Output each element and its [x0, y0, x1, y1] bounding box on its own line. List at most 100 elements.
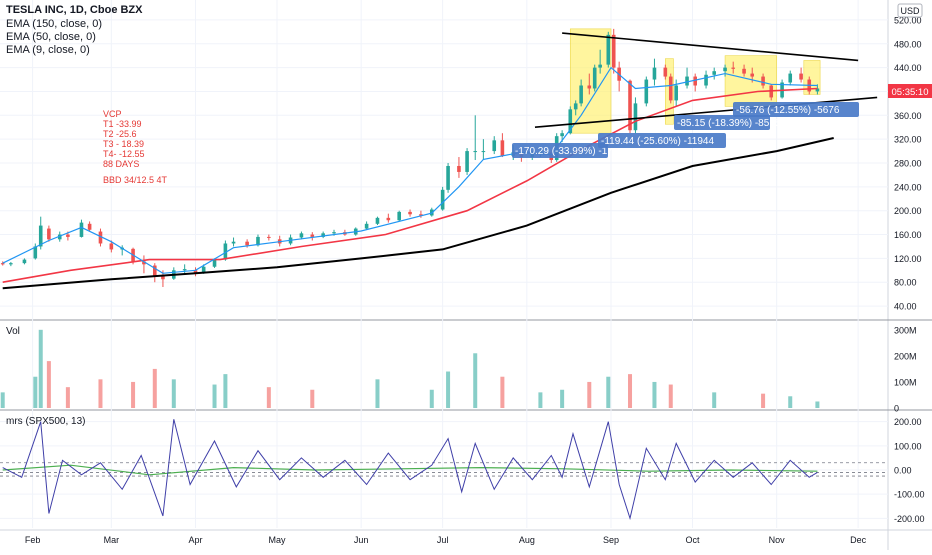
month-tick-label: Apr [189, 535, 203, 545]
candle-body [668, 76, 673, 101]
volume-bar [538, 392, 543, 408]
month-tick-label: Mar [104, 535, 120, 545]
vcp-line-4: T4- -12.55 [103, 149, 145, 159]
candle-body [598, 64, 602, 68]
currency-label: USD [900, 6, 920, 16]
mrs-tick-label: 200.00 [894, 417, 922, 427]
price-tick-label: 160.00 [894, 230, 922, 240]
candle-body [267, 236, 271, 238]
volume-bar [152, 368, 157, 408]
candle-body [79, 222, 84, 237]
last-price-text: 05:35:10 [892, 87, 929, 98]
candle-body [256, 236, 260, 246]
moving-averages [2, 66, 834, 290]
candle-body [628, 80, 632, 131]
candle-body [223, 243, 228, 260]
candle-body [652, 67, 657, 80]
candle-body [560, 133, 564, 137]
candle-body [704, 74, 708, 86]
mrs-line [2, 419, 818, 521]
volume-bar [712, 392, 717, 408]
candle-body [57, 234, 62, 240]
measure-label-3[interactable]: -85.15 (-18.39%) -8515 [674, 115, 781, 130]
volume-bar [310, 389, 315, 408]
bbd-note: BBD 34/12.5 4T [103, 175, 168, 185]
price-tick-label: 360.00 [894, 111, 922, 121]
measure-text-3: -85.15 (-18.39%) -8515 [677, 118, 781, 129]
currency-badge: USD [897, 3, 923, 18]
measure-label-4[interactable]: -56.76 (-12.55%) -5676 [733, 102, 859, 117]
month-tick-label: Jul [437, 535, 449, 545]
measure-text-1: -170.29 (-33.99%) -17029 [515, 146, 630, 157]
price-tick-label: 280.00 [894, 159, 922, 169]
candle-body [712, 71, 717, 75]
candle-body [375, 217, 380, 224]
candle-body [440, 189, 445, 210]
vcp-line-1: T1 -33.99 [103, 119, 142, 129]
vcp-notes: VCP T1 -33.99 T2 -25.6 T3 - 18.39 T4- -1… [103, 109, 168, 185]
candle-body [87, 223, 92, 230]
volume-bar [446, 371, 451, 408]
volume-tick-label: 0 [894, 404, 899, 414]
candle-body [193, 270, 198, 273]
candle-body [731, 67, 736, 69]
price-tick-label: 80.00 [894, 278, 917, 288]
candle-body [481, 151, 486, 153]
candle-body [66, 234, 70, 237]
symbol-title[interactable]: TESLA INC, 1D, Cboe BZX [6, 4, 143, 16]
volume-tick-label: 300M [894, 325, 917, 335]
volume-bar [98, 379, 103, 408]
volume-bar [606, 376, 611, 408]
candle-body [573, 103, 578, 110]
price-tick-label: 520.00 [894, 15, 922, 25]
candle-body [109, 243, 114, 250]
month-tick-label: Feb [25, 535, 41, 545]
volume-bars [0, 329, 820, 408]
indicator-ema150[interactable]: EMA (150, close, 0) [6, 18, 102, 30]
indicator-ema50[interactable]: EMA (50, close, 0) [6, 31, 96, 43]
time-axis[interactable]: Feb Mar Apr May Jun Jul Aug Sep Oct Nov Dec [25, 535, 867, 545]
candle-body [592, 67, 597, 89]
mrs-axis[interactable]: 200.00 100.00 0.00 -100.00 -200.00 [894, 417, 925, 524]
ema50-line [2, 87, 818, 283]
candle-body [568, 109, 573, 134]
volume-bar [429, 389, 434, 408]
candle-body [310, 234, 315, 237]
measure-label-1[interactable]: -170.29 (-33.99%) -17029 [512, 143, 630, 158]
candle-body [161, 276, 165, 280]
candle-body [152, 265, 157, 277]
month-tick-label: Dec [850, 535, 867, 545]
candle-body [33, 246, 38, 259]
price-tick-label: 480.00 [894, 39, 922, 49]
candle-body [644, 79, 649, 104]
measure-label-2[interactable]: -119.44 (-25.60%) -11944 [598, 133, 726, 148]
vcp-line-3: T3 - 18.39 [103, 139, 144, 149]
volume-bar [33, 376, 38, 408]
candle-body [457, 165, 461, 172]
candle-body [742, 68, 746, 74]
candle-body [245, 241, 249, 246]
trendline [562, 32, 859, 62]
vcp-line-0: VCP [103, 109, 122, 119]
candle-body [723, 67, 727, 72]
volume-bar [212, 384, 217, 408]
candle-body [419, 214, 423, 216]
candle-body [750, 73, 755, 77]
measure-text-2: -119.44 (-25.60%) -11944 [601, 136, 714, 147]
volume-axis[interactable]: 300M 200M 100M 0 [894, 325, 917, 413]
volume-bar [65, 387, 70, 408]
volume-bar [668, 384, 673, 408]
candle-body [408, 211, 412, 215]
indicator-ema9[interactable]: EMA (9, close, 0) [6, 44, 90, 56]
ema9-line [2, 66, 818, 274]
highlight-box [569, 28, 612, 134]
price-tick-label: 200.00 [894, 206, 922, 216]
candle-body [633, 103, 638, 131]
candle-body [332, 232, 336, 234]
measure-text-4: -56.76 (-12.55%) -5676 [736, 105, 840, 116]
ema150-line [2, 137, 834, 290]
price-tick-label: 40.00 [894, 302, 917, 312]
volume-bar [628, 374, 633, 408]
